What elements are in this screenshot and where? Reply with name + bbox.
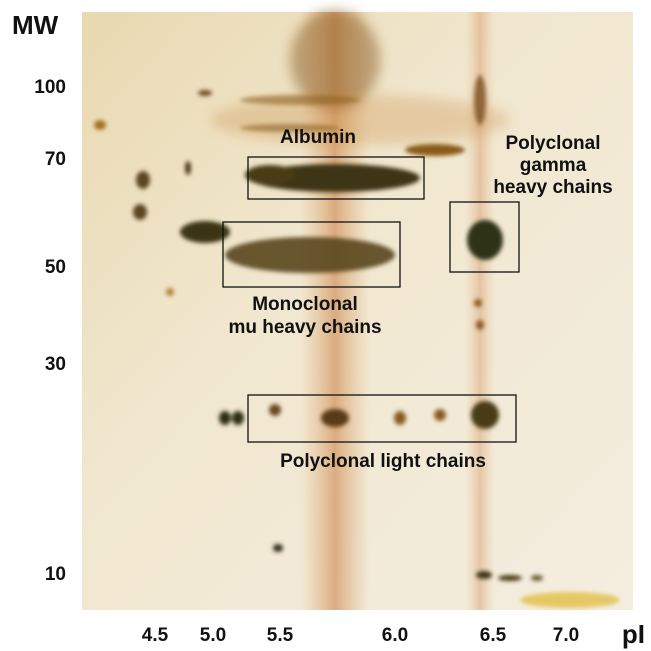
y-tick-label: 50 [45, 257, 66, 278]
y-tick-label: 30 [45, 354, 66, 375]
x-tick-label: 5.5 [267, 625, 294, 646]
streaks [210, 10, 620, 610]
spots [94, 75, 543, 581]
annotation: heavy chains [493, 177, 612, 198]
annotation: Monoclonal [252, 294, 358, 315]
y-tick-label: 100 [34, 77, 66, 98]
annotation: gamma [520, 155, 587, 176]
x-tick-label: 4.5 [142, 625, 169, 646]
y-tick-label: 10 [45, 564, 66, 585]
x-tick-label: 5.0 [200, 625, 226, 646]
annotation: Albumin [280, 127, 356, 148]
x-tick-label: 6.5 [480, 625, 507, 646]
x-tick-label: 6.0 [382, 625, 408, 646]
annotation: Polyclonal [505, 133, 600, 154]
annotation: Polyclonal light chains [280, 451, 486, 472]
y-tick-label: 70 [45, 149, 66, 170]
annotation: mu heavy chains [228, 317, 381, 338]
y-axis-title: MW [12, 10, 59, 40]
boxes [222, 156, 520, 443]
x-tick-label: 7.0 [553, 625, 579, 646]
x-axis-title: pI [622, 619, 645, 649]
